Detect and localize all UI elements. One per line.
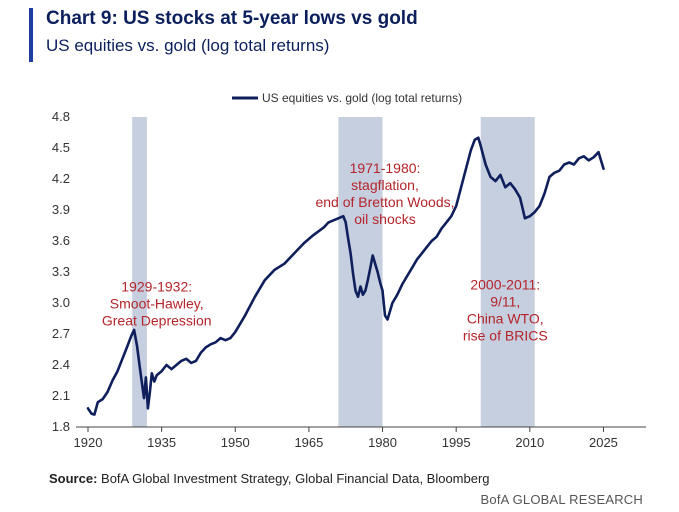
title-accent-bar [29, 8, 33, 62]
x-tick-label-1920: 1920 [74, 435, 103, 450]
annotation-2-line-3: rise of BRICS [463, 328, 548, 344]
x-tick-label-1965: 1965 [294, 435, 323, 450]
x-tick-label-1950: 1950 [221, 435, 250, 450]
y-tick-label-2.4: 2.4 [52, 357, 70, 372]
annotation-2-line-1: 9/11, [490, 294, 520, 310]
annotation-1: 1971-1980: stagflation, end of Bretton Woo… [315, 160, 454, 227]
annotation-2: 2000-2011: 9/11, China WTO, rise of BRICS [463, 277, 548, 344]
y-tick-label-4.8: 4.8 [52, 109, 70, 124]
annotation-0: 1929-1932: Smoot-Hawley, Great Depression [102, 279, 212, 329]
y-tick-label-4.2: 4.2 [52, 171, 70, 186]
annotation-1-line-3: oil shocks [354, 211, 415, 227]
shaded-period-2 [480, 117, 535, 427]
legend-label: US equities vs. gold (log total returns) [262, 91, 462, 105]
annotation-1-line-2: end of Bretton Woods, [315, 194, 454, 210]
annotation-0-line-0: 1929-1932: [121, 279, 192, 295]
series-line-0 [86, 136, 605, 416]
y-tick-label-1.8: 1.8 [52, 419, 70, 434]
chart-title: Chart 9: US stocks at 5-year lows vs gol… [46, 8, 418, 29]
y-tick-label-3.9: 3.9 [52, 202, 70, 217]
x-tick-label-2025: 2025 [589, 435, 618, 450]
y-tick-label-3.0: 3.0 [52, 295, 70, 310]
chart-subtitle: US equities vs. gold (log total returns) [46, 36, 330, 55]
source-note: Source: BofA Global Investment Strategy,… [49, 471, 490, 486]
x-tick-label-1935: 1935 [147, 435, 176, 450]
y-tick-label-4.5: 4.5 [52, 140, 70, 155]
x-tick-label-2010: 2010 [515, 435, 544, 450]
annotation-1-line-1: stagflation, [351, 177, 419, 193]
annotation-2-line-0: 2000-2011: [470, 277, 540, 293]
annotation-0-line-1: Smoot-Hawley, [110, 296, 204, 312]
x-tick-label-1995: 1995 [442, 435, 471, 450]
shaded-period-1 [338, 117, 383, 427]
branding-text: BofA GLOBAL RESEARCH [480, 492, 643, 507]
x-tick-label-1980: 1980 [368, 435, 397, 450]
annotation-1-line-0: 1971-1980: [350, 160, 421, 176]
y-tick-label-2.7: 2.7 [52, 326, 70, 341]
annotation-2-line-2: China WTO, [467, 311, 544, 327]
y-tick-label-3.6: 3.6 [52, 233, 70, 248]
shaded-period-0 [132, 117, 147, 427]
source-text: BofA Global Investment Strategy, Global … [97, 471, 490, 486]
y-tick-label-2.1: 2.1 [52, 388, 70, 403]
annotation-0-line-2: Great Depression [102, 313, 212, 329]
y-tick-label-3.3: 3.3 [52, 264, 70, 279]
source-label: Source: [49, 471, 98, 486]
